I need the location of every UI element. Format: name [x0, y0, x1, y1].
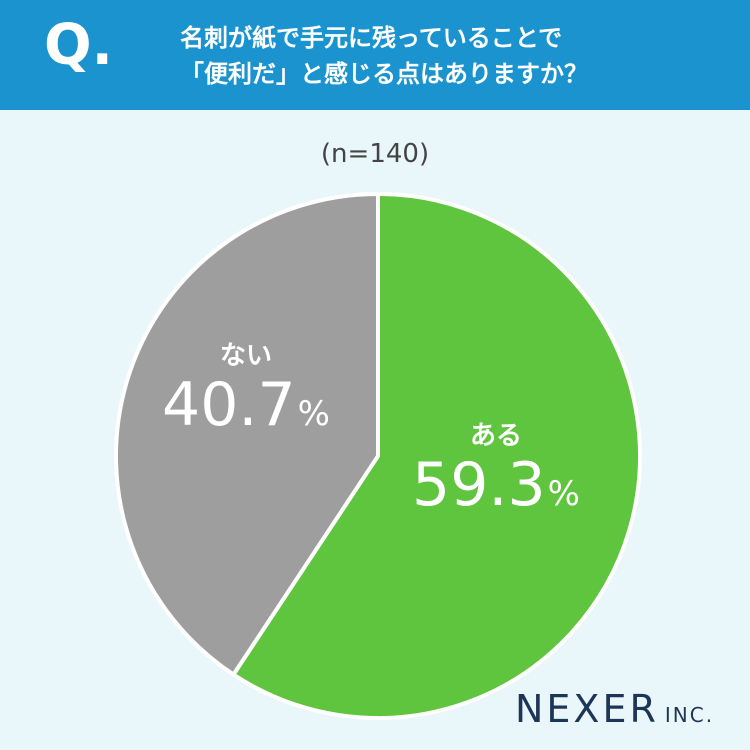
slice-unit-nai: %	[297, 394, 330, 434]
logo-inc-text: INC.	[664, 703, 715, 727]
slice-label-aru: ある 59.3%	[386, 420, 606, 527]
sample-size-label: (n=140)	[320, 139, 430, 169]
slice-name-aru: ある	[469, 421, 522, 451]
slice-percent-nai: 40.7%	[136, 372, 356, 447]
slice-value-aru: 59.3	[412, 450, 546, 520]
question-line-2: 「便利だ」と感じる点はありますか？	[180, 60, 588, 88]
slice-unit-aru: %	[547, 474, 580, 514]
slice-label-nai: ない 40.7%	[136, 340, 356, 447]
slice-name-nai: ない	[219, 341, 272, 371]
logo-main-text: NEXER	[515, 687, 659, 731]
question-text: 名刺が紙で手元に残っていることで 「便利だ」と感じる点はありますか？	[180, 20, 710, 92]
question-header: Q. 名刺が紙で手元に残っていることで 「便利だ」と感じる点はありますか？	[0, 0, 750, 110]
pie-slice-nai	[114, 192, 380, 677]
slice-percent-aru: 59.3%	[386, 452, 606, 527]
nexer-logo: NEXER INC.	[515, 690, 714, 728]
pie-slice-aru	[231, 192, 642, 720]
question-line-1: 名刺が紙で手元に残っていることで	[180, 24, 563, 52]
q-mark: Q.	[44, 13, 113, 78]
slice-value-nai: 40.7	[162, 370, 296, 440]
